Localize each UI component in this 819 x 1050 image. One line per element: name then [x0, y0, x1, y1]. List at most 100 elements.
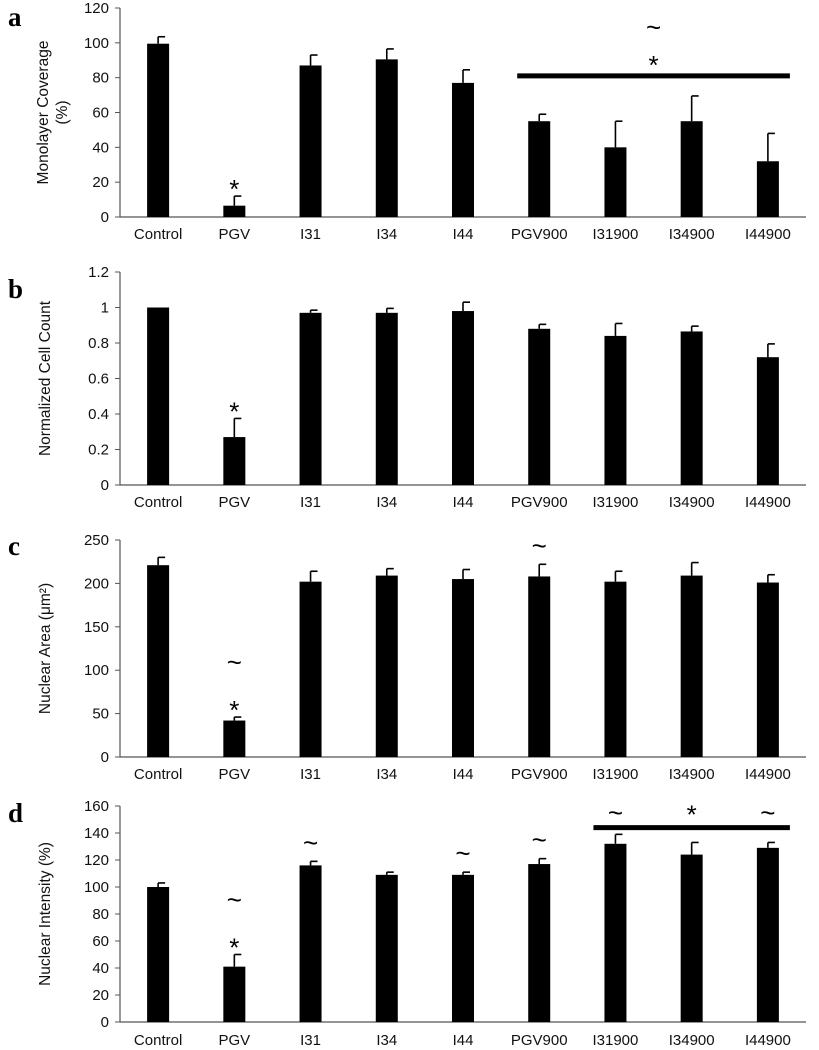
- x-tick-label: I34: [376, 766, 397, 783]
- x-tick-label: I31900: [592, 226, 638, 243]
- asterisk-mark: *: [648, 50, 658, 80]
- y-tick-label: 100: [84, 879, 109, 896]
- x-tick-label: I31: [300, 766, 321, 783]
- bar: [452, 874, 474, 1022]
- y-tick-label: 0.8: [88, 335, 109, 352]
- y-tick-label: 80: [92, 906, 109, 923]
- y-tick-label: 20: [92, 987, 109, 1004]
- bar: [528, 864, 551, 1022]
- y-tick-label: 120: [84, 852, 109, 869]
- bar: [528, 328, 551, 485]
- x-tick-label: I31: [300, 494, 321, 511]
- bar: [299, 581, 322, 757]
- bar: [223, 205, 246, 217]
- y-tick-label: 0: [101, 1014, 109, 1031]
- tilde-mark: ~: [227, 647, 242, 677]
- bar: [680, 331, 703, 485]
- tilde-mark: ~: [532, 825, 547, 855]
- y-tick-label: 0: [101, 749, 109, 766]
- y-tick-label: 100: [84, 662, 109, 679]
- asterisk-mark: *: [229, 174, 239, 204]
- x-tick-label: I31900: [592, 766, 638, 783]
- x-tick-label: I34: [376, 494, 397, 511]
- bar: [604, 843, 627, 1022]
- asterisk-mark: *: [229, 396, 239, 426]
- bar: [452, 82, 474, 218]
- tilde-mark: ~: [227, 885, 242, 915]
- y-tick-label: 150: [84, 619, 109, 636]
- y-tick-label: 60: [92, 933, 109, 950]
- tilde-mark: ~: [760, 798, 775, 828]
- asterisk-mark: *: [229, 933, 239, 963]
- x-tick-label: Control: [134, 226, 182, 243]
- bar: [147, 565, 170, 757]
- bar: [680, 854, 703, 1022]
- bar: [223, 720, 246, 757]
- panel-letter: c: [8, 531, 20, 561]
- panel-letter: d: [8, 798, 23, 828]
- x-tick-label: PGV900: [511, 226, 568, 243]
- x-tick-label: I34: [376, 226, 397, 243]
- bar: [756, 582, 779, 757]
- y-tick-label: 200: [84, 575, 109, 592]
- x-tick-label: PGV: [218, 1032, 250, 1049]
- x-tick-label: PGV: [218, 494, 250, 511]
- bar: [604, 335, 627, 485]
- bar: [375, 59, 398, 217]
- tilde-mark: ~: [455, 838, 470, 868]
- y-axis-title: Monolayer Coverage: [35, 41, 52, 185]
- x-tick-label: I44: [453, 226, 474, 243]
- bar: [528, 576, 551, 757]
- bar: [147, 887, 170, 1022]
- y-tick-label: 1: [101, 300, 109, 317]
- y-tick-label: 0: [101, 209, 109, 226]
- bar: [375, 575, 398, 757]
- bar: [223, 966, 246, 1022]
- panel-letter: b: [8, 274, 23, 304]
- x-tick-label: I44900: [745, 226, 791, 243]
- chart-panel-d: d 0 20 40 60 80 100 120 140 160 Nuclear Intensity …: [8, 798, 806, 1049]
- x-tick-label: PGV900: [511, 766, 568, 783]
- x-tick-label: PGV900: [511, 1032, 568, 1049]
- bar: [452, 579, 474, 757]
- tilde-mark: ~: [303, 827, 318, 857]
- y-tick-label: 0: [101, 477, 109, 494]
- bar: [223, 437, 246, 485]
- bar: [299, 865, 322, 1022]
- x-tick-label: I34900: [669, 1032, 715, 1049]
- x-tick-label: I44: [453, 766, 474, 783]
- chart-panel-a: a 0 20 40 60 80 100 120 Monolayer Coverage (%) Con…: [8, 0, 806, 243]
- x-tick-label: I34900: [669, 766, 715, 783]
- x-tick-label: PGV: [218, 766, 250, 783]
- y-tick-label: 140: [84, 825, 109, 842]
- y-tick-label: 0.4: [88, 406, 109, 423]
- asterisk-mark: *: [687, 800, 697, 830]
- x-tick-label: I34: [376, 1032, 397, 1049]
- bar: [756, 161, 779, 217]
- x-tick-label: I44900: [745, 1032, 791, 1049]
- bar: [680, 121, 703, 217]
- bar: [756, 847, 779, 1022]
- y-tick-label: 100: [84, 35, 109, 52]
- y-tick-label: 40: [92, 960, 109, 977]
- y-axis-title-line2: (%): [54, 100, 71, 124]
- bar: [299, 65, 322, 217]
- x-tick-label: I31: [300, 1032, 321, 1049]
- y-tick-label: 60: [92, 105, 109, 122]
- bar: [299, 312, 322, 485]
- x-tick-label: I44900: [745, 494, 791, 511]
- bar: [528, 121, 551, 217]
- asterisk-mark: *: [229, 695, 239, 725]
- tilde-mark: ~: [608, 798, 623, 828]
- chart-panel-b: b 0 0.2 0.4 0.6 0.8 1 1.2 Normalized Cell Count C…: [8, 264, 806, 511]
- x-tick-label: PGV: [218, 226, 250, 243]
- y-axis-title: Nuclear Intensity (%): [37, 842, 54, 986]
- y-tick-label: 40: [92, 139, 109, 156]
- x-tick-label: I31900: [592, 494, 638, 511]
- x-tick-label: I34900: [669, 226, 715, 243]
- chart-panel-c: c 0 50 100 150 200 250 Nuclear Area (μm²) Contro…: [8, 530, 806, 783]
- y-tick-label: 160: [84, 798, 109, 815]
- x-tick-label: Control: [134, 766, 182, 783]
- bar: [680, 575, 703, 757]
